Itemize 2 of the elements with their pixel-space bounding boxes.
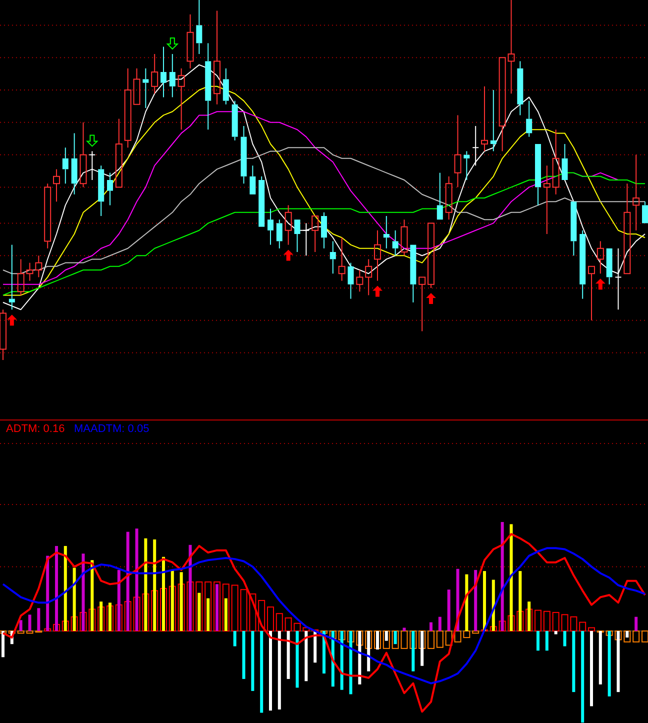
text: MAADTM: 0.05: [74, 423, 150, 435]
text: ADTM: 0.16: [6, 423, 65, 435]
